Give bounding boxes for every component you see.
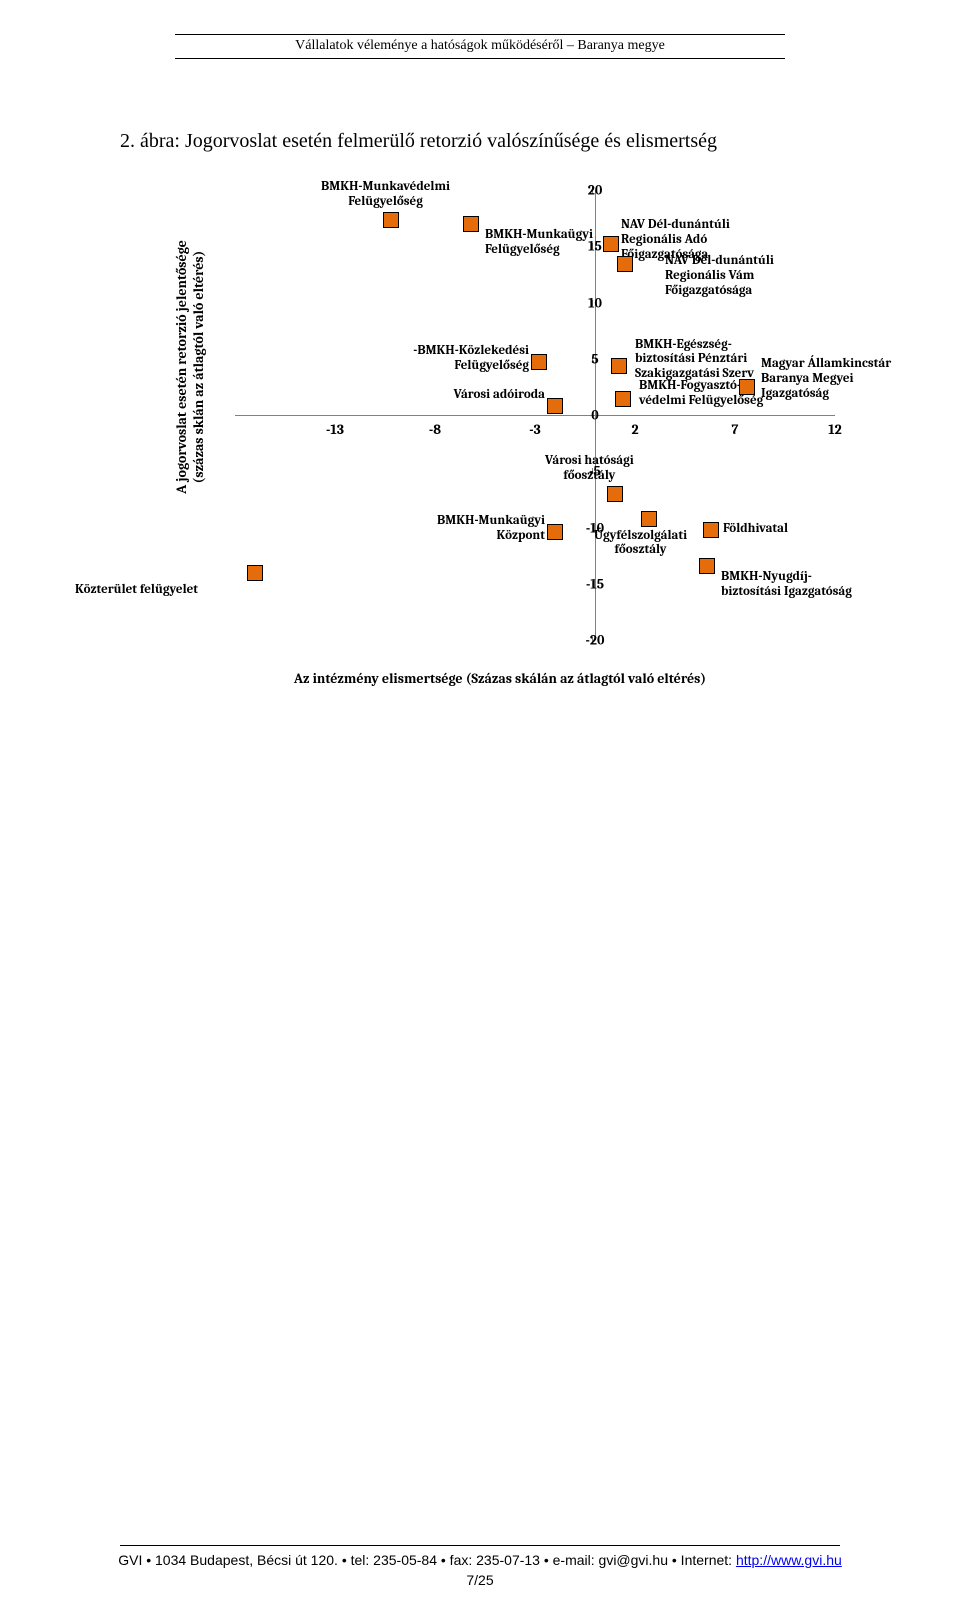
y-tick-label: -20 [586, 632, 605, 649]
x-tick-label: 7 [732, 421, 739, 438]
plot-area: -13-8-32712-20-15-10-505101520Közterület… [235, 190, 835, 640]
y-axis-label-line1: A jogorvoslat esetén retorzió jelentőség… [173, 237, 190, 497]
x-tick-label: -3 [529, 421, 540, 438]
x-axis-line [235, 415, 835, 416]
footer-text: GVI • 1034 Budapest, Bécsi út 120. • tel… [0, 1552, 960, 1568]
y-tick-label: 5 [591, 350, 598, 367]
data-point [615, 391, 631, 407]
y-tick-label: 10 [588, 294, 602, 311]
data-point [383, 212, 399, 228]
data-point [463, 216, 479, 232]
data-point-label: BMKH-MunkaügyiKözpont [437, 514, 545, 544]
footer-rule [120, 1545, 840, 1546]
footer-text-content: GVI • 1034 Budapest, Bécsi út 120. • tel… [118, 1552, 736, 1568]
header-rule-top [175, 34, 785, 35]
header-rule-bottom [175, 58, 785, 59]
data-point-label: Városi hatóságifőosztály [545, 454, 634, 484]
y-tick-label: 20 [588, 182, 603, 199]
x-tick-label: -13 [326, 421, 344, 438]
data-point [703, 522, 719, 538]
footer-link[interactable]: http://www.gvi.hu [736, 1552, 842, 1568]
data-point [547, 398, 563, 414]
data-point-label: Magyar ÁllamkincstárBaranya MegyeiIgazga… [761, 357, 891, 402]
page-number: 7/25 [0, 1572, 960, 1588]
scatter-chart: A jogorvoslat esetén retorzió jelentőség… [100, 190, 860, 750]
figure-title: 2. ábra: Jogorvoslat esetén felmerülő re… [120, 130, 717, 153]
y-tick-label: 0 [591, 407, 598, 424]
data-point [547, 524, 563, 540]
data-point-label: BMKH-Nyugdíj-biztosítási Igazgatóság [721, 570, 852, 600]
data-point-label: Közterület felügyelet [75, 583, 198, 598]
x-axis-label: Az intézmény elismertsége (Százas skálán… [100, 670, 900, 687]
data-point [641, 511, 657, 527]
data-point-label: BMKH-Egészség-biztosítási PénztáriSzakig… [635, 338, 754, 383]
data-point [531, 354, 547, 370]
data-point-label: NAV Dél-dunántúliRegionális VámFőigazgat… [665, 254, 774, 299]
data-point-label: Földhivatal [723, 522, 788, 537]
x-tick-label: 12 [828, 421, 842, 438]
y-axis-label-line2: (százas sklán az átlagtól való eltérés) [190, 237, 207, 497]
y-tick-label: -15 [586, 575, 604, 592]
x-tick-label: 2 [631, 421, 638, 438]
data-point [739, 379, 755, 395]
data-point-label: -BMKH-KözlekedésiFelügyelőség [413, 344, 529, 374]
x-tick-label: -8 [429, 421, 441, 438]
data-point [617, 256, 633, 272]
y-axis-label: A jogorvoslat esetén retorzió jelentőség… [173, 237, 207, 497]
running-header: Vállalatok véleménye a hatóságok működés… [0, 38, 960, 54]
data-point-label: Városi adóiroda [454, 388, 545, 403]
data-point [699, 558, 715, 574]
data-point [603, 236, 619, 252]
data-point [247, 565, 263, 581]
data-point [607, 486, 623, 502]
data-point [611, 358, 627, 374]
data-point-label: BMKH-MunkaügyiFelügyelőség [485, 228, 593, 258]
data-point-label: Ügyfélszolgálatifőosztály [594, 529, 687, 559]
data-point-label: BMKH-MunkavédelmiFelügyelőség [321, 180, 450, 210]
